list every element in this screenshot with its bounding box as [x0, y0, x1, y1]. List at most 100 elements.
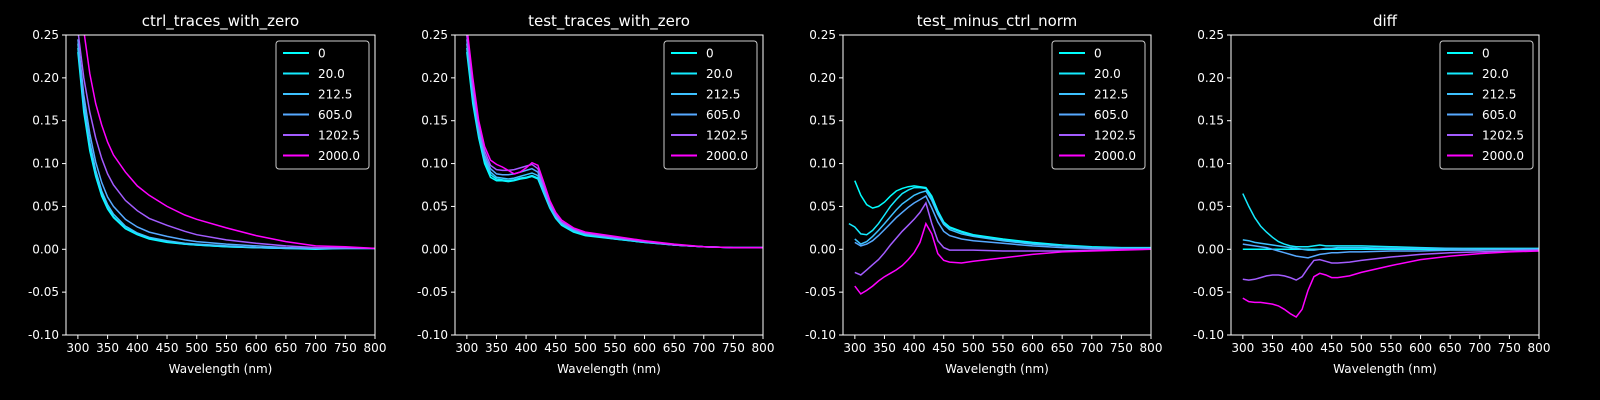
- x-tick-label: 650: [1439, 341, 1462, 355]
- series-line-212.5: [77, 43, 375, 250]
- y-tick-label: 0.20: [809, 71, 836, 85]
- y-tick-label: 0.05: [421, 199, 448, 213]
- x-tick-label: 800: [1528, 341, 1551, 355]
- legend-label: 0: [318, 47, 326, 61]
- series-line-20.0: [1242, 193, 1539, 250]
- legend: 0 20.0 212.5 605.0 1202.5 2000.0: [663, 40, 758, 170]
- y-tick-label: 0.25: [1197, 28, 1224, 42]
- legend-label: 605.0: [318, 108, 352, 122]
- legend-label: 2000.0: [1094, 149, 1136, 163]
- chart-panel-2: test_traces_with_zero 300 350 400 450 500 550 6…: [417, 12, 775, 376]
- legend-label: 0: [1482, 47, 1490, 61]
- y-tick-label: 0.10: [32, 157, 59, 171]
- y-tick-label: 0.05: [809, 199, 836, 213]
- series-line-605.0: [1242, 243, 1539, 259]
- x-tick-label: 450: [932, 341, 955, 355]
- x-axis-label: Wavelength (nm): [557, 362, 661, 376]
- series-line-1202.5: [466, 35, 763, 249]
- x-tick-label: 800: [364, 341, 387, 355]
- y-tick-label: 0.10: [421, 157, 448, 171]
- y-tick-label: -0.05: [28, 285, 59, 299]
- legend-label: 2000.0: [318, 149, 360, 163]
- x-tick-label: 550: [603, 341, 626, 355]
- x-tick-label: 400: [515, 341, 538, 355]
- legend-label: 212.5: [318, 88, 352, 102]
- series-line-605.0: [854, 195, 1151, 250]
- x-tick-label: 300: [1231, 341, 1254, 355]
- x-axis-label: Wavelength (nm): [169, 362, 273, 376]
- x-axis-label: Wavelength (nm): [1333, 362, 1437, 376]
- y-tick-label: 0.05: [1197, 199, 1224, 213]
- x-tick-label: 500: [962, 341, 985, 355]
- legend-label: 0: [706, 47, 714, 61]
- y-tick-label: 0.25: [32, 28, 59, 42]
- x-tick-label: 550: [1379, 341, 1402, 355]
- y-tick-label: -0.05: [1193, 285, 1224, 299]
- x-tick-label: 450: [156, 341, 179, 355]
- y-tick-label: 0.15: [1197, 114, 1224, 128]
- x-tick-label: 350: [96, 341, 119, 355]
- y-tick-label: -0.10: [805, 328, 836, 342]
- y-tick-label: 0.00: [421, 242, 448, 256]
- series-line-0: [854, 180, 1151, 249]
- y-tick-label: 0.05: [32, 199, 59, 213]
- legend-label: 20.0: [318, 67, 345, 81]
- x-tick-label: 650: [274, 341, 297, 355]
- x-tick-label: 500: [1350, 341, 1373, 355]
- legend-label: 605.0: [706, 108, 740, 122]
- series-group: [466, 35, 763, 249]
- y-tick-label: 0.20: [32, 71, 59, 85]
- series-group: [77, 35, 375, 251]
- x-tick-label: 550: [215, 341, 238, 355]
- x-tick-label: 350: [873, 341, 896, 355]
- x-tick-label: 350: [485, 341, 508, 355]
- series-line-1202.5: [77, 35, 375, 250]
- x-tick-label: 600: [633, 341, 656, 355]
- y-tick-label: 0.00: [1197, 242, 1224, 256]
- series-line-212.5: [854, 190, 1151, 250]
- series-line-2000.0: [467, 35, 763, 249]
- x-tick-label: 600: [1409, 341, 1432, 355]
- legend-label: 212.5: [706, 88, 740, 102]
- y-tick-label: -0.10: [28, 328, 59, 342]
- plot-frame: [65, 34, 376, 336]
- plot-frame: [842, 34, 1152, 336]
- legend-label: 605.0: [1094, 108, 1128, 122]
- series-group: [1242, 193, 1539, 318]
- x-tick-label: 350: [1261, 341, 1284, 355]
- x-tick-label: 600: [1021, 341, 1044, 355]
- legend-label: 1202.5: [318, 129, 360, 143]
- series-line-20.0: [466, 47, 763, 249]
- x-tick-label: 400: [1291, 341, 1314, 355]
- legend-label: 1202.5: [706, 129, 748, 143]
- x-tick-label: 300: [455, 341, 478, 355]
- x-tick-label: 650: [1051, 341, 1074, 355]
- series-line-2000.0: [83, 35, 375, 250]
- x-tick-label: 750: [722, 341, 745, 355]
- series-line-2000.0: [1242, 250, 1539, 318]
- legend-label: 605.0: [1482, 108, 1516, 122]
- plot-frame: [454, 34, 764, 336]
- series-line-2000.0: [854, 221, 1151, 295]
- legend-label: 1202.5: [1482, 129, 1524, 143]
- x-axis-label: Wavelength (nm): [945, 362, 1049, 376]
- legend-label: 20.0: [1482, 67, 1509, 81]
- chart-panel-1: ctrl_traces_with_zero 300 350 400 450 500 550 6…: [28, 12, 387, 376]
- legend: 0 20.0 212.5 605.0 1202.5 2000.0: [1439, 40, 1534, 170]
- legend: 0 20.0 212.5 605.0 1202.5 2000.0: [275, 40, 370, 170]
- x-tick-label: 700: [304, 341, 327, 355]
- y-tick-label: -0.05: [417, 285, 448, 299]
- x-tick-label: 450: [544, 341, 567, 355]
- chart-title: ctrl_traces_with_zero: [142, 12, 299, 31]
- legend-label: 2000.0: [706, 149, 748, 163]
- x-tick-label: 650: [663, 341, 686, 355]
- legend-label: 212.5: [1482, 88, 1516, 102]
- y-tick-label: -0.10: [1193, 328, 1224, 342]
- y-tick-label: -0.10: [417, 328, 448, 342]
- x-tick-label: 800: [752, 341, 775, 355]
- x-tick-label: 300: [843, 341, 866, 355]
- x-tick-label: 550: [991, 341, 1014, 355]
- y-tick-label: 0.15: [32, 114, 59, 128]
